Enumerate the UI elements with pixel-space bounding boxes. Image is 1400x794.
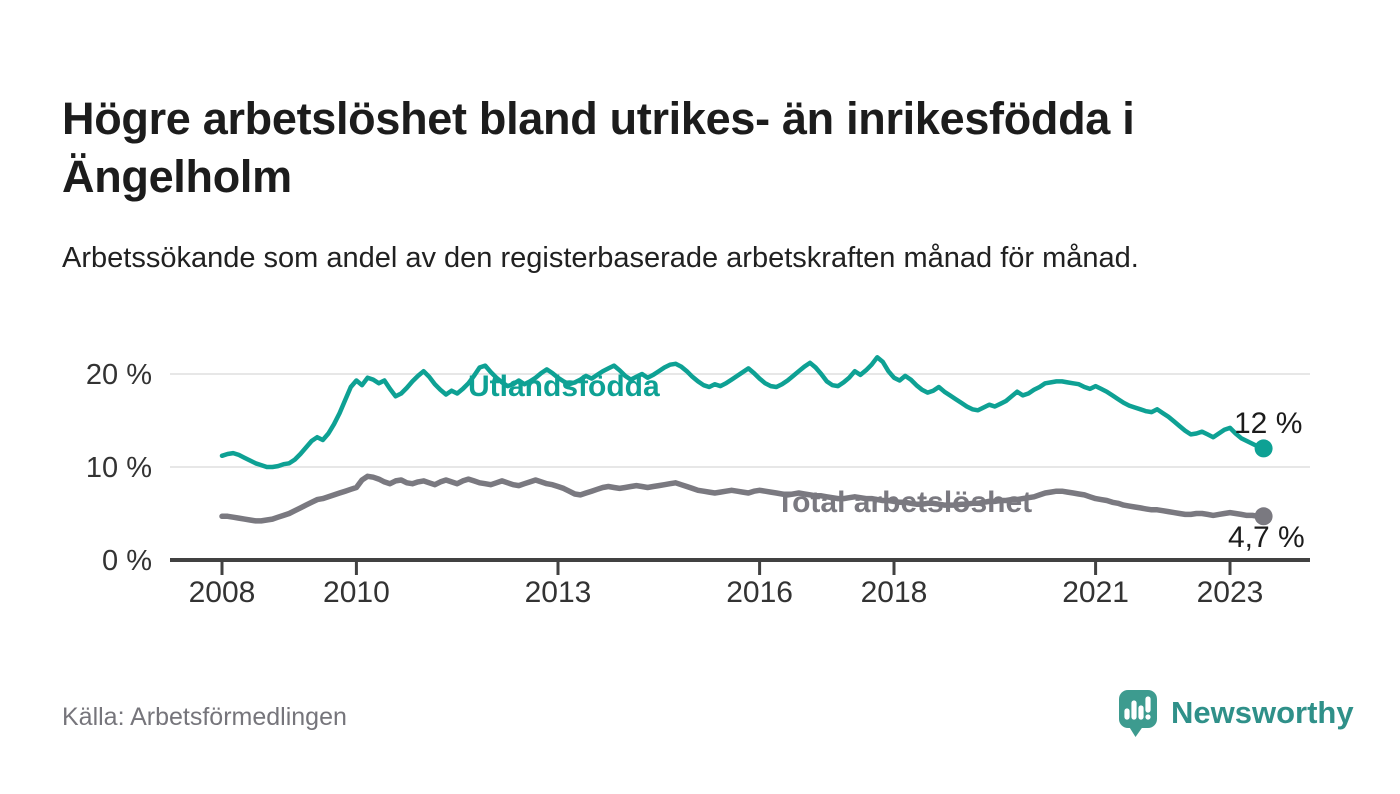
x-tick-label: 2010 (323, 576, 390, 609)
y-tick-label: 20 % (86, 359, 152, 391)
x-tick-label: 2023 (1197, 576, 1264, 609)
series-line-utlandsfodda (219, 355, 1266, 470)
x-tick-label: 2016 (726, 576, 793, 609)
end-value-utlandsfodda: 12 % (1234, 407, 1303, 440)
x-tick-label: 2013 (525, 576, 592, 609)
newsworthy-logo-icon (1119, 690, 1157, 737)
x-tick-label: 2008 (189, 576, 256, 609)
end-value-total-arbetsloshet: 4,7 % (1228, 521, 1305, 554)
bar-chart-exclamation-glyph (1124, 696, 1151, 720)
source-caption: Källa: Arbetsförmedlingen (62, 703, 347, 731)
newsworthy-logo-text: Newsworthy (1171, 695, 1354, 730)
newsworthy-logo: Newsworthy (1118, 688, 1354, 738)
chart-subtitle: Arbetssökande som andel av den registerb… (62, 242, 1139, 274)
x-tick-label: 2021 (1062, 576, 1129, 609)
y-tick-label: 10 % (86, 452, 152, 484)
series-end-dot (1254, 507, 1273, 526)
series-label-total-arbetsloshet: Total arbetslöshet (776, 486, 1033, 519)
y-tick-label: 0 % (102, 545, 152, 577)
series-end-dot (1254, 439, 1273, 458)
series-line-total-arbetsloshet (219, 473, 1267, 524)
chart-title: Högre arbetslöshet bland utrikes- än inr… (62, 93, 1135, 203)
series-label-utlandsfodda: Utlandsfödda (468, 370, 660, 403)
x-tick-label: 2018 (861, 576, 928, 609)
